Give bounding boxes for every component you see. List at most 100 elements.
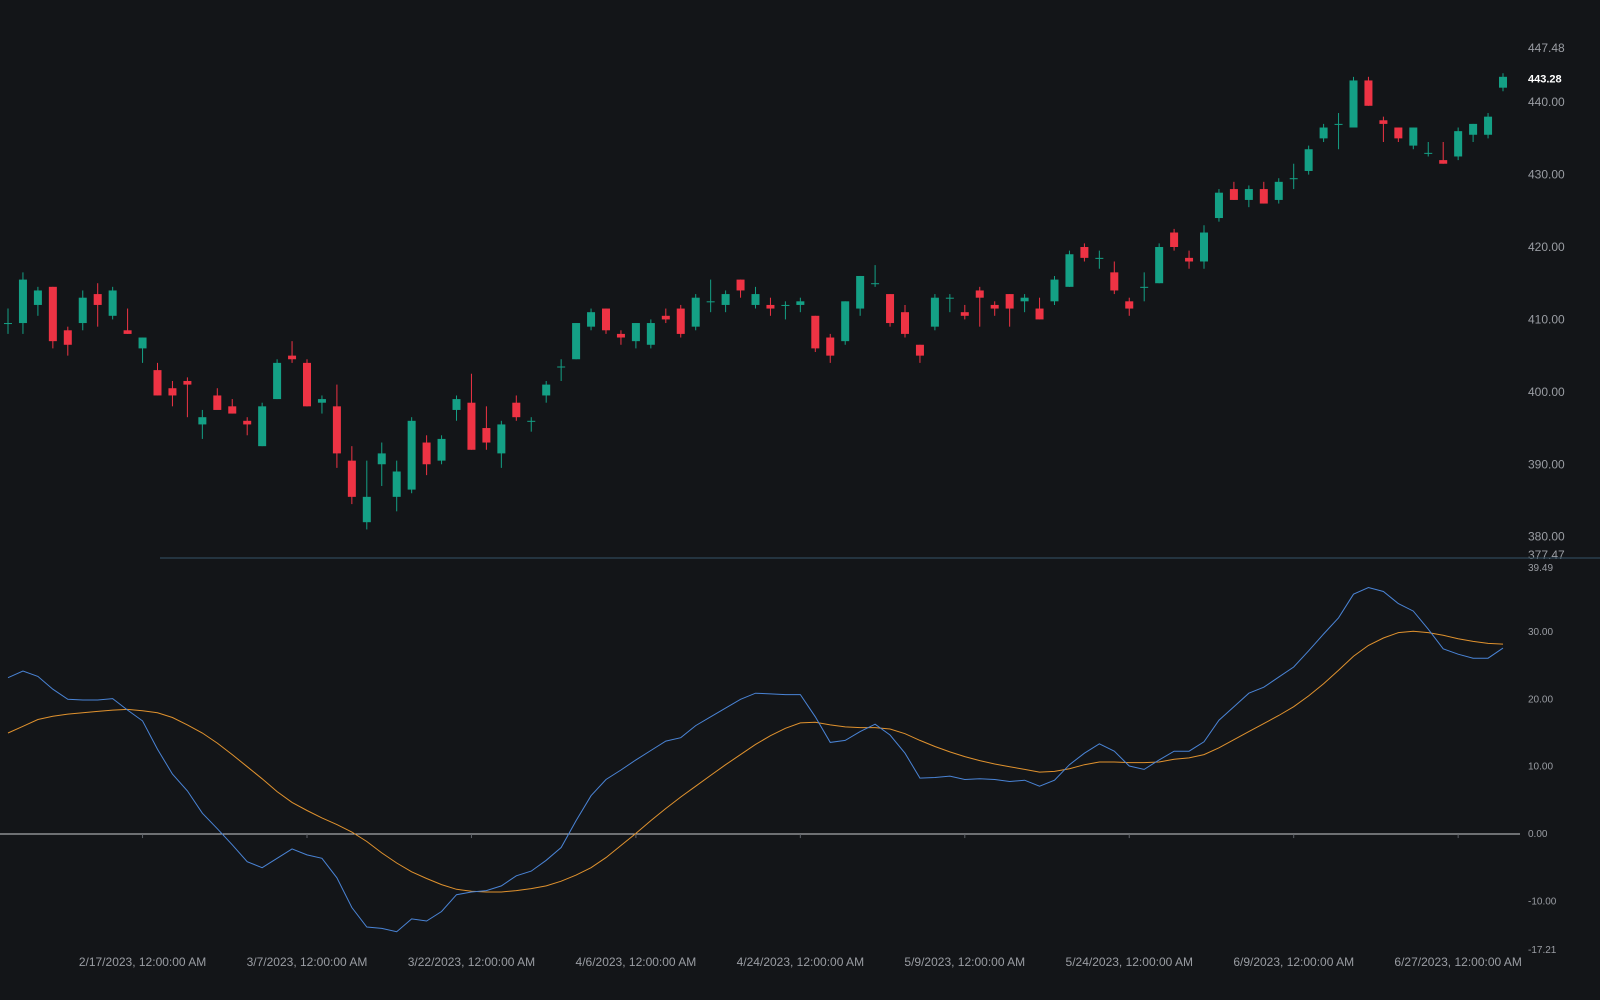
candle <box>138 337 147 363</box>
candle-body <box>1319 127 1328 139</box>
candle <box>1499 73 1507 92</box>
candle-body <box>332 406 341 454</box>
indicator-tick-label: -10.00 <box>1528 896 1557 907</box>
candle-body <box>437 438 446 461</box>
candle-body <box>1065 254 1074 287</box>
candle-body <box>497 424 506 454</box>
candle <box>288 341 297 363</box>
candle <box>1379 116 1388 142</box>
candle <box>841 301 850 345</box>
candle <box>587 308 596 331</box>
candle-body <box>1289 178 1298 180</box>
candle-body <box>1140 286 1149 288</box>
candle-body <box>691 297 700 327</box>
candle <box>631 323 640 349</box>
candle <box>1080 243 1089 262</box>
candle-body <box>1304 149 1313 171</box>
candle-body <box>198 417 207 425</box>
candle <box>960 304 969 320</box>
candle-body <box>407 420 416 490</box>
candle-body <box>661 315 670 320</box>
candle <box>557 359 566 381</box>
candle <box>721 290 730 313</box>
candle-body <box>1259 189 1268 204</box>
candle <box>1020 294 1029 313</box>
indicator-tick-label: 10.00 <box>1528 762 1553 773</box>
candle-body <box>1185 257 1194 262</box>
candle-body <box>1424 152 1433 154</box>
candle <box>1035 297 1044 320</box>
candle <box>407 417 416 494</box>
price-pane[interactable]: 447.48 440.00 430.00 420.00 410.00 400.00 390.… <box>4 41 1565 562</box>
candle-body <box>482 428 491 443</box>
price-tick-label: 430.00 <box>1528 168 1565 182</box>
candle-body <box>915 344 924 356</box>
indicator-axis: 39.49 30.00 20.00 10.00 0.00 -10.00 -17.21 <box>1528 563 1557 956</box>
candle-body <box>826 337 835 356</box>
candle <box>4 308 12 334</box>
price-tick-label: 400.00 <box>1528 385 1565 399</box>
candle <box>258 402 267 447</box>
indicator-pane[interactable]: 39.49 30.00 20.00 10.00 0.00 -10.00 -17.21 <box>0 563 1557 956</box>
candle <box>527 417 536 432</box>
candle <box>691 294 700 331</box>
candle <box>512 395 521 421</box>
candle <box>1200 225 1208 269</box>
candle <box>168 380 177 407</box>
candle <box>736 279 745 298</box>
candle-body <box>811 315 820 349</box>
candle-body <box>631 323 640 342</box>
candle <box>1170 228 1179 251</box>
candle <box>377 442 386 486</box>
time-tick-label: 2/17/2023, 12:00:00 AM <box>79 955 206 969</box>
candle <box>1214 189 1223 222</box>
candle-body <box>841 301 850 342</box>
time-tick-label: 3/22/2023, 12:00:00 AM <box>408 955 535 969</box>
candle <box>646 319 655 349</box>
candle <box>990 301 999 316</box>
candle <box>362 460 371 530</box>
candle-body <box>512 402 521 418</box>
candle-body <box>1200 232 1208 262</box>
candle-body <box>78 297 87 324</box>
candle-body <box>1229 189 1238 200</box>
candle-body <box>93 294 102 305</box>
candle <box>48 286 57 349</box>
candle-body <box>930 297 939 327</box>
candle-body <box>1244 189 1253 200</box>
candle-body <box>901 312 909 334</box>
candle-body <box>467 402 476 450</box>
candle <box>871 265 880 287</box>
candle <box>676 304 685 338</box>
last-price-label: 443.28 <box>1528 73 1562 85</box>
candle-body <box>1005 294 1014 309</box>
candle <box>811 315 820 353</box>
candle <box>1424 141 1433 157</box>
candle-body <box>317 399 326 403</box>
candle <box>542 380 551 403</box>
candle <box>392 460 401 512</box>
candle-body <box>990 304 999 309</box>
candle <box>1334 113 1343 150</box>
candle-body <box>960 312 969 316</box>
candle <box>602 308 610 334</box>
candle-body <box>1110 272 1119 291</box>
candle <box>915 344 924 363</box>
price-tick-label: 420.00 <box>1528 240 1565 254</box>
candle <box>63 326 72 356</box>
candle-body <box>1454 131 1463 157</box>
price-tick-label: 380.00 <box>1528 530 1565 544</box>
candle <box>1155 243 1164 284</box>
candle <box>661 308 670 324</box>
candle-body <box>886 294 895 324</box>
candle <box>1454 127 1463 161</box>
candle <box>1469 123 1478 142</box>
candle-body <box>377 453 386 465</box>
candle <box>1244 185 1253 208</box>
candle <box>1185 250 1194 269</box>
candle-body <box>1379 120 1388 124</box>
candle-body <box>1214 192 1223 219</box>
indicator-tick-label: 30.00 <box>1528 627 1553 638</box>
